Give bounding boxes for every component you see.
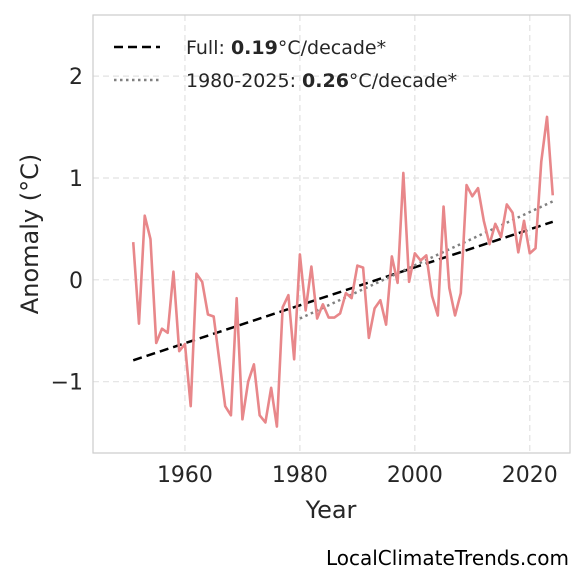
- x-tick-labels: 1960 1980 2000 2020: [157, 463, 558, 488]
- y-axis-label: Anomaly (°C): [16, 154, 44, 314]
- x-tick-label: 1980: [272, 463, 328, 488]
- y-tick-label: 0: [69, 269, 83, 294]
- legend-full-rate: 0.19: [231, 37, 278, 59]
- plot-frame: [92, 14, 571, 454]
- x-tick-label: 1960: [157, 463, 213, 488]
- x-axis-label: Year: [305, 496, 357, 524]
- source-credit: LocalClimateTrends.com: [325, 546, 569, 570]
- legend: Full: 0.19°C/decade* 1980-2025: 0.26°C/d…: [114, 37, 457, 92]
- full-trend-line: [132, 220, 554, 362]
- legend-recent-label: 1980-2025: 0.26°C/decade*: [186, 70, 457, 92]
- legend-recent-colon: :: [290, 70, 302, 92]
- y-tick-label: 2: [69, 65, 83, 90]
- legend-full-suffix: °C/decade*: [278, 37, 386, 59]
- series-layer: [131, 115, 555, 428]
- legend-recent-rate: 0.26: [302, 70, 349, 92]
- x-tick-label: 2020: [502, 463, 558, 488]
- y-tick-labels: −1 0 1 2: [51, 65, 83, 396]
- plot-background: [93, 15, 570, 453]
- legend-recent-name: 1980-2025: [186, 70, 290, 92]
- legend-full-label: Full: 0.19°C/decade*: [186, 37, 386, 59]
- y-tick-label: −1: [51, 371, 83, 396]
- anomaly-series-line: [131, 115, 555, 428]
- y-tick-label: 1: [69, 167, 83, 192]
- legend-recent-suffix: °C/decade*: [349, 70, 457, 92]
- legend-full-colon: :: [219, 37, 231, 59]
- x-tick-label: 2000: [387, 463, 443, 488]
- grid: [93, 15, 570, 453]
- legend-full-name: Full: [186, 37, 219, 59]
